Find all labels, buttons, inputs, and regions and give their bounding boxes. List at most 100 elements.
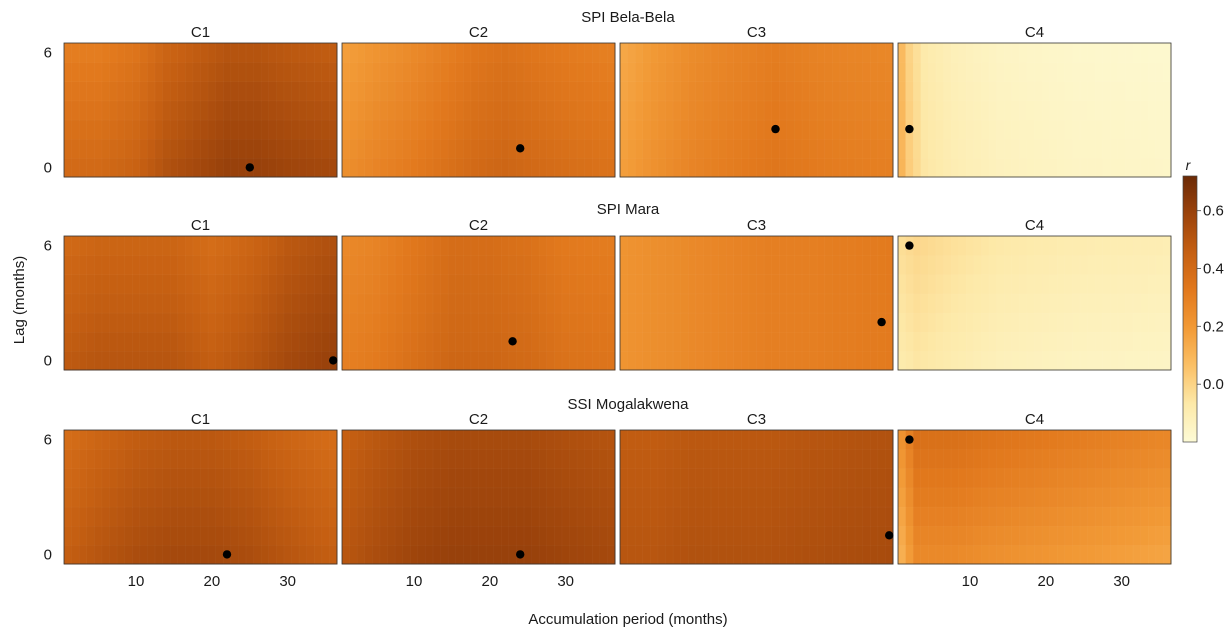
heatmap-cell <box>1163 61 1172 83</box>
heatmap-cell <box>215 331 224 352</box>
heatmap-cell <box>1072 448 1081 470</box>
heatmap-cell <box>862 274 871 295</box>
heatmap-cell <box>1057 331 1066 352</box>
heatmap-cell <box>508 525 518 546</box>
heatmap-cell <box>71 506 80 527</box>
y-tick-label: 6 <box>44 238 52 255</box>
max-correlation-point <box>245 163 254 172</box>
heatmap-cell <box>1125 525 1134 546</box>
heatmap-cell <box>1125 350 1134 371</box>
heatmap-cell <box>839 138 849 159</box>
heatmap-cell <box>1019 119 1028 140</box>
heatmap-cell <box>928 525 937 546</box>
heatmap-cell <box>402 544 412 565</box>
heatmap-cell <box>1057 350 1066 371</box>
heatmap-cell <box>576 138 586 159</box>
heatmap-cell <box>988 468 998 489</box>
heatmap-cell <box>779 274 788 295</box>
heatmap-cell <box>912 119 922 140</box>
heatmap-cell <box>801 274 811 295</box>
heatmap-cell <box>1140 119 1150 140</box>
heatmap-cell <box>897 61 907 83</box>
heatmap-cell <box>440 331 449 352</box>
heatmap-cell <box>1003 138 1013 159</box>
row-title: SPI Bela-Bela <box>581 9 675 26</box>
heatmap-cell <box>554 81 563 102</box>
heatmap-cell <box>463 331 472 352</box>
heatmap-cell <box>862 468 871 489</box>
heatmap-cell <box>447 331 457 352</box>
heatmap-cell <box>733 331 743 352</box>
heatmap-cell <box>1148 81 1157 102</box>
heatmap-cell <box>741 429 750 450</box>
heatmap-cell <box>1041 157 1051 178</box>
heatmap-cell <box>650 350 659 371</box>
heatmap-cell <box>508 119 518 140</box>
heatmap-cell <box>877 525 887 546</box>
heatmap-cell <box>132 157 141 178</box>
heatmap-cell <box>1003 350 1013 371</box>
heatmap-cell <box>276 525 285 546</box>
heatmap-cell <box>493 100 503 121</box>
heatmap-cell <box>619 138 629 159</box>
heatmap-cell <box>847 42 856 63</box>
heatmap-cell <box>538 100 548 121</box>
heatmap-cell <box>485 254 495 276</box>
heatmap-cell <box>440 468 449 489</box>
heatmap-cell <box>627 487 636 508</box>
heatmap-cell <box>268 157 278 178</box>
heatmap-cell <box>912 274 922 295</box>
heatmap-cell <box>1087 254 1096 276</box>
heatmap-cell <box>824 544 834 565</box>
heatmap-cell <box>703 331 712 352</box>
heatmap-cell <box>809 254 818 276</box>
heatmap-cell <box>230 331 240 352</box>
heatmap-cell <box>718 100 727 121</box>
heatmap-cell <box>200 544 209 565</box>
heatmap-cell <box>1102 331 1112 352</box>
heatmap-cell <box>447 81 457 102</box>
heatmap-cell <box>958 100 967 121</box>
heatmap-cell <box>154 429 164 450</box>
heatmap-cell <box>132 274 141 295</box>
heatmap-cell <box>485 525 495 546</box>
heatmap-cell <box>63 274 73 295</box>
heatmap-cell <box>238 293 247 314</box>
heatmap-cell <box>943 429 952 450</box>
heatmap-cell <box>672 254 682 276</box>
heatmap-cell <box>958 468 967 489</box>
heatmap-cell <box>1049 506 1059 527</box>
heatmap-cell <box>447 448 457 470</box>
heatmap-cell <box>935 81 945 102</box>
heatmap-cell <box>599 100 609 121</box>
heatmap-cell <box>877 61 887 83</box>
heatmap-cell <box>245 544 255 565</box>
heatmap-cell <box>1132 429 1142 450</box>
heatmap-cell <box>779 331 788 352</box>
heatmap-cell <box>1094 61 1104 83</box>
panel-frame <box>63 429 338 565</box>
heatmap-cell <box>387 119 396 140</box>
heatmap-cell <box>1155 235 1165 256</box>
heatmap-cell <box>546 544 556 565</box>
heatmap-cell <box>816 61 826 83</box>
heatmap-cell <box>523 525 533 546</box>
colorbar-tick-label: 0.0 <box>1203 376 1224 393</box>
heatmap-cell <box>794 448 803 470</box>
heatmap-cell <box>207 100 217 121</box>
heatmap-cell <box>154 42 164 63</box>
heatmap-cell <box>832 81 841 102</box>
heatmap-cell <box>569 61 578 83</box>
heatmap-cell <box>215 100 224 121</box>
heatmap-cell <box>116 506 126 527</box>
heatmap-cell <box>824 61 834 83</box>
heatmap-cell <box>230 235 240 256</box>
heatmap-cell <box>1163 100 1172 121</box>
heatmap-cell <box>718 293 727 314</box>
heatmap-cell <box>223 100 232 121</box>
heatmap-cell <box>169 544 179 565</box>
heatmap-cell <box>1125 42 1134 63</box>
heatmap-cell <box>592 81 601 102</box>
heatmap-cell <box>410 254 419 276</box>
heatmap-cell <box>824 429 834 450</box>
